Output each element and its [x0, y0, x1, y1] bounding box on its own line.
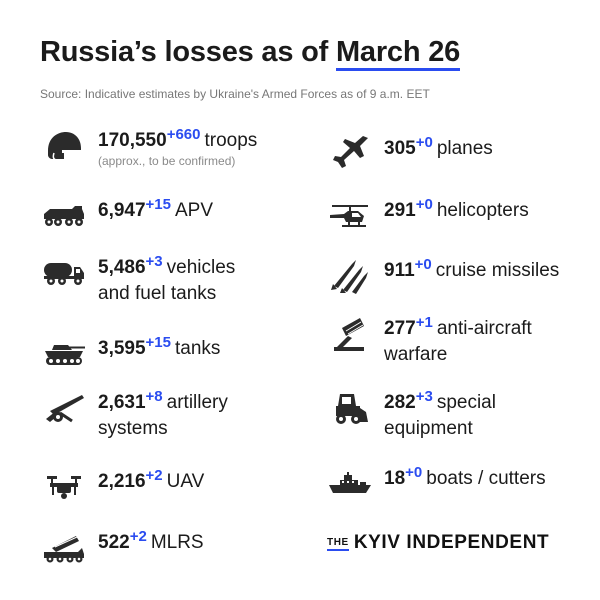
- stat-anti-aircraft: 277+1 anti-aircraft warfare: [328, 314, 532, 368]
- special-equipment-icon: [328, 390, 372, 426]
- stat-label: MLRS: [150, 532, 204, 553]
- stat-value: 305: [384, 138, 416, 159]
- stat-delta: +0: [415, 196, 433, 213]
- stat-vehicles: 5,486+3 vehicles and fuel tanks: [42, 253, 236, 307]
- tank-icon: [42, 336, 86, 372]
- stat-value: 18: [384, 468, 406, 489]
- stat-label: anti-aircraft: [436, 318, 532, 339]
- logo-the: THE: [327, 537, 349, 551]
- stat-artillery: 2,631+8 artillery systems: [42, 388, 228, 442]
- stat-delta: +0: [414, 256, 432, 273]
- stat-value: 170,550: [98, 130, 167, 151]
- stat-cruise-missiles: 911+0 cruise missiles: [328, 256, 560, 294]
- stat-label-line2: warfare: [384, 344, 448, 365]
- stat-delta: +0: [415, 134, 433, 151]
- stat-value: 282: [384, 392, 416, 413]
- stat-value: 5,486: [98, 257, 146, 278]
- stat-label: APV: [175, 200, 214, 221]
- stat-delta: +2: [145, 467, 163, 484]
- stat-value: 291: [384, 200, 416, 221]
- stat-tanks: 3,595+15 tanks: [42, 334, 221, 372]
- stat-label: UAV: [166, 471, 205, 492]
- missile-icon: [328, 258, 372, 294]
- stat-value: 3,595: [98, 338, 146, 359]
- mlrs-icon: [42, 530, 86, 566]
- stat-apv: 6,947+15 APV: [42, 196, 214, 234]
- drone-icon: [42, 469, 86, 505]
- artillery-icon: [42, 390, 86, 426]
- stat-label: special: [436, 392, 496, 413]
- stat-value: 6,947: [98, 200, 146, 221]
- fuel-truck-icon: [42, 255, 86, 291]
- page-title: Russia’s losses as of March 26: [40, 36, 460, 69]
- stat-label: helicopters: [436, 200, 529, 221]
- stat-delta: +0: [405, 464, 423, 481]
- plane-icon: [328, 136, 372, 172]
- stat-helicopters: 291+0 helicopters: [328, 196, 529, 234]
- stat-value: 277: [384, 318, 416, 339]
- title-prefix: Russia’s losses as of: [40, 36, 336, 68]
- stat-delta: +8: [145, 388, 163, 405]
- helmet-icon: [42, 128, 86, 164]
- stat-value: 2,631: [98, 392, 146, 413]
- source-note: Source: Indicative estimates by Ukraine'…: [40, 87, 430, 101]
- stat-delta: +2: [129, 528, 147, 545]
- stat-mlrs: 522+2 MLRS: [42, 528, 204, 566]
- stat-value: 522: [98, 532, 130, 553]
- apv-icon: [42, 198, 86, 234]
- stat-note: (approx., to be confirmed): [98, 154, 236, 168]
- stat-value: 911: [384, 260, 415, 281]
- stat-delta: +660: [166, 126, 201, 143]
- kyiv-independent-logo: THE KYIV INDEPENDENT: [327, 532, 549, 554]
- stat-label: vehicles: [166, 257, 236, 278]
- stat-label: troops: [204, 130, 258, 151]
- stat-label-line2: and fuel tanks: [98, 283, 217, 304]
- stat-delta: +1: [415, 314, 433, 331]
- stat-planes: 305+0 planes: [328, 134, 493, 172]
- stat-label-line2: equipment: [384, 418, 473, 439]
- stat-delta: +15: [145, 334, 171, 351]
- stat-label: boats / cutters: [426, 468, 546, 489]
- stat-troops: 170,550+660 troops (approx., to be confirm…: [42, 126, 258, 168]
- stat-label-line2: systems: [98, 418, 168, 439]
- boat-icon: [328, 466, 372, 502]
- stat-label: planes: [436, 138, 493, 159]
- stat-value: 2,216: [98, 471, 146, 492]
- stat-delta: +15: [145, 196, 171, 213]
- stat-boats: 18+0 boats / cutters: [328, 464, 546, 502]
- stat-uav: 2,216+2 UAV: [42, 467, 205, 505]
- stat-label: cruise missiles: [435, 260, 560, 281]
- logo-name: KYIV INDEPENDENT: [353, 532, 550, 553]
- title-date: March 26: [335, 36, 461, 68]
- stat-special-equipment: 282+3 special equipment: [328, 388, 496, 442]
- stat-delta: +3: [145, 253, 163, 270]
- stat-label: artillery: [166, 392, 228, 413]
- anti-aircraft-icon: [328, 316, 372, 352]
- stat-delta: +3: [415, 388, 433, 405]
- stat-label: tanks: [175, 338, 221, 359]
- helicopter-icon: [328, 198, 372, 234]
